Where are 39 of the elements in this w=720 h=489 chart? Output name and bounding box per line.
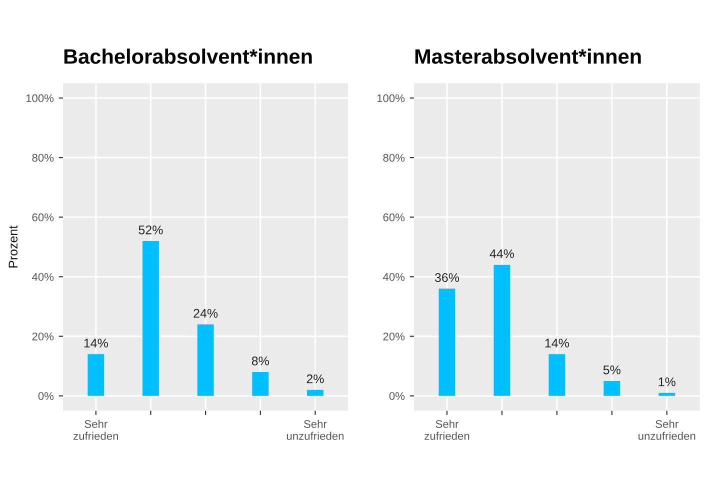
bar bbox=[494, 264, 510, 396]
bar bbox=[88, 354, 104, 396]
data-label: 14% bbox=[84, 338, 108, 348]
x-tick-label: Sehr zufrieden bbox=[73, 420, 118, 440]
bar bbox=[306, 390, 324, 396]
y-tick-label: 100% bbox=[26, 94, 54, 102]
bar bbox=[604, 380, 620, 396]
y-tick-label: 40% bbox=[382, 272, 405, 281]
y-tick-label: 20% bbox=[32, 332, 54, 340]
y-tick-label: 60% bbox=[32, 213, 54, 222]
data-label: 14% bbox=[545, 338, 569, 348]
bar bbox=[548, 354, 566, 396]
data-label: 44% bbox=[490, 249, 514, 258]
bar bbox=[438, 288, 456, 396]
chart-title: Masterabsolvent*innen bbox=[415, 48, 641, 64]
data-label: 52% bbox=[138, 226, 163, 234]
chart-title: Bachelorabsolvent*innen bbox=[64, 48, 312, 64]
y-tick-label: 40% bbox=[32, 272, 54, 281]
data-label: 5% bbox=[603, 366, 620, 374]
y-axis-title: Prozent bbox=[8, 225, 18, 268]
y-tick-label: 20% bbox=[383, 332, 405, 340]
data-label: 1% bbox=[658, 377, 676, 386]
bar bbox=[197, 324, 214, 396]
data-label: 2% bbox=[306, 374, 324, 384]
data-label: 8% bbox=[252, 356, 269, 366]
x-tick-label: Sehr unzufrieden bbox=[286, 420, 344, 440]
bar bbox=[658, 392, 676, 396]
data-label: 24% bbox=[194, 308, 218, 318]
y-tick-label: 60% bbox=[383, 213, 405, 222]
data-label: 36% bbox=[434, 273, 460, 282]
x-tick-label: Sehr unzufrieden bbox=[638, 420, 696, 440]
bar bbox=[252, 372, 269, 396]
bar bbox=[142, 240, 159, 396]
y-tick-label: 0% bbox=[38, 392, 54, 400]
y-tick-label: 80% bbox=[32, 154, 54, 162]
y-tick-label: 0% bbox=[389, 392, 405, 400]
x-tick-label: Sehr zufrieden bbox=[424, 420, 470, 440]
y-tick-label: 80% bbox=[383, 154, 405, 162]
y-tick-label: 100% bbox=[377, 94, 405, 102]
